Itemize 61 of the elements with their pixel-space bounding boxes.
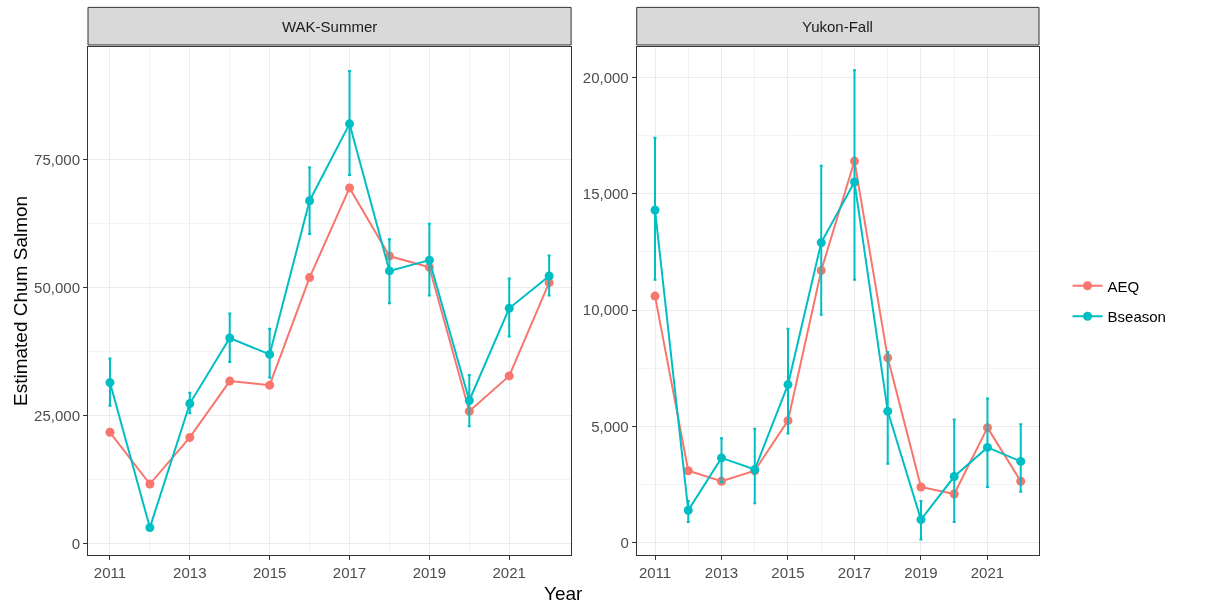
y-tick-label: 20,000: [582, 68, 629, 86]
point: [105, 378, 115, 388]
x-tick-label: 2013: [173, 564, 207, 581]
point: [783, 380, 793, 390]
x-tick-label: 2021: [970, 564, 1005, 581]
point: [265, 349, 275, 359]
point: [305, 273, 315, 283]
x-tick-label: 2019: [412, 564, 447, 581]
point: [650, 205, 660, 215]
point: [816, 238, 826, 248]
point: [464, 396, 474, 406]
y-tick-label: 15,000: [582, 184, 629, 202]
point: [185, 432, 195, 442]
y-tick-label: 75,000: [34, 150, 80, 168]
point: [683, 505, 693, 515]
point: [225, 333, 235, 343]
x-tick-label: 2019: [904, 564, 938, 581]
x-tick-label: 2021: [492, 564, 526, 581]
x-tick-label: 2017: [837, 564, 872, 581]
chart-title: WAK-Summer: [282, 18, 378, 35]
x-tick-label: 2011: [638, 564, 672, 581]
point: [265, 380, 275, 390]
point: [145, 523, 155, 533]
point: [305, 196, 315, 206]
y-tick-label: 0: [71, 535, 80, 553]
point: [225, 376, 235, 386]
chart-title: Yukon-Fall: [802, 18, 873, 35]
point: [849, 177, 859, 187]
y-tick-label: 10,000: [582, 301, 629, 319]
y-tick-label: 5,000: [591, 417, 629, 435]
point: [916, 515, 926, 525]
y-tick-label: 25,000: [34, 407, 80, 425]
point: [345, 183, 355, 193]
point: [683, 466, 693, 476]
point: [185, 399, 195, 409]
x-axis-title: Year: [544, 583, 584, 604]
y-tick-label: 50,000: [34, 279, 80, 297]
point: [544, 271, 554, 281]
point: [717, 453, 727, 463]
x-tick-label: 2015: [771, 564, 805, 581]
point: [424, 255, 434, 265]
x-tick-label: 2011: [93, 564, 127, 581]
point: [105, 427, 115, 437]
legend-label: AEQ: [1107, 277, 1140, 295]
point: [504, 303, 514, 313]
x-tick-label: 2013: [704, 564, 739, 581]
point: [949, 472, 959, 482]
point: [1016, 456, 1026, 466]
point: [504, 371, 514, 381]
point: [145, 479, 155, 489]
point: [650, 291, 660, 301]
y-tick-label: 0: [620, 534, 629, 552]
point: [384, 266, 394, 276]
point: [345, 119, 355, 129]
point: [883, 406, 893, 416]
x-tick-label: 2015: [252, 564, 287, 581]
point: [982, 442, 992, 452]
y-axis-title: Estimated Chum Salmon: [10, 195, 31, 406]
legend-label: Bseason: [1107, 308, 1166, 326]
x-tick-label: 2017: [332, 564, 367, 581]
point: [916, 482, 926, 492]
